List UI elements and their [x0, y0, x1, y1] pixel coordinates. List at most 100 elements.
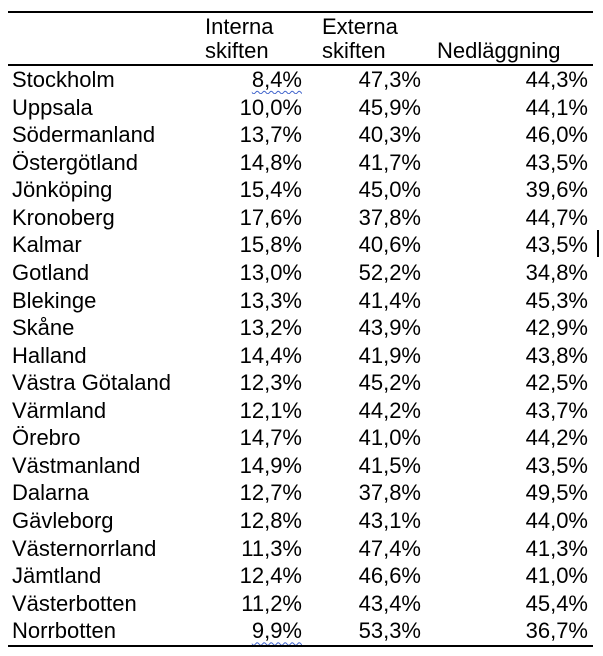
table-row: Örebro 14,7% 41,0% 44,2% [8, 424, 593, 452]
region-name-cell: Uppsala [12, 94, 93, 120]
region-name-cell: Västra Götaland [12, 370, 171, 396]
region-name-cell: Östergötland [12, 149, 138, 175]
region-name-cell: Skåne [12, 315, 75, 341]
region-name-cell: Kalmar [12, 232, 82, 258]
header-region [8, 12, 204, 66]
region-name-cell: Örebro [12, 425, 81, 451]
table-row: Dalarna 12,7% 37,8% 49,5% [8, 479, 593, 507]
header-nedlaggning: Nedläggning [422, 12, 593, 66]
region-name-cell: Norrbotten [12, 618, 116, 644]
table-row: Norrbotten 9,9% 53,3% 36,7% [8, 617, 593, 646]
region-name-cell: Västerbotten [12, 590, 137, 616]
nedlaggning-cell: 43,7% [525, 397, 588, 423]
table-row: Skåne 13,2% 43,9% 42,9% [8, 314, 593, 342]
externa-skiften-cell: 41,9% [358, 342, 421, 368]
externa-skiften-cell: 53,3% [358, 618, 421, 644]
interna-skiften-cell: 13,0% [239, 259, 302, 285]
nedlaggning-cell: 42,5% [525, 370, 588, 396]
externa-skiften-cell: 45,9% [358, 94, 421, 120]
interna-skiften-cell: 14,7% [239, 425, 302, 451]
nedlaggning-cell: 44,1% [525, 94, 588, 120]
table-row: Kalmar 15,8% 40,6% 43,5% [8, 231, 593, 259]
region-name-cell: Värmland [12, 397, 107, 423]
externa-skiften-cell: 52,2% [358, 259, 421, 285]
externa-skiften-cell: 40,3% [358, 122, 421, 148]
interna-skiften-cell: 11,2% [241, 590, 302, 616]
externa-skiften-cell: 43,1% [358, 508, 421, 533]
interna-skiften-cell: 12,7% [239, 480, 302, 506]
table-row: Gävleborg 12,8% 43,1% 44,0% [8, 507, 593, 535]
region-name-cell: Gotland [12, 259, 90, 285]
table-row: Västerbotten 11,2% 43,4% 45,4% [8, 590, 593, 618]
table-row: Kronoberg 17,6% 37,8% 44,7% [8, 204, 593, 232]
externa-skiften-cell: 46,6% [358, 563, 421, 589]
nedlaggning-cell: 43,5% [525, 232, 588, 258]
table-row: Stockholm 8,4% 47,3% 44,3% [8, 65, 593, 94]
interna-skiften-cell: 11,3% [241, 535, 302, 561]
nedlaggning-cell: 45,4% [525, 590, 588, 616]
region-name-cell: Västernorrland [12, 535, 157, 561]
header-row: Interna skiften Externa skiften Nedläggn… [8, 12, 593, 66]
nedlaggning-cell: 45,3% [525, 287, 588, 313]
externa-skiften-cell: 40,6% [358, 232, 421, 258]
region-name-cell: Västmanland [12, 452, 141, 478]
externa-skiften-cell: 41,5% [358, 452, 421, 478]
table-row: Jämtland 12,4% 46,6% 41,0% [8, 562, 593, 590]
table-row: Blekinge 13,3% 41,4% 45,3% [8, 287, 593, 315]
table-row: Värmland 12,1% 44,2% 43,7% [8, 397, 593, 425]
table-row: Östergötland 14,8% 41,7% 43,5% [8, 149, 593, 177]
nedlaggning-cell: 34,8% [525, 259, 588, 285]
region-name-cell: Jämtland [12, 563, 102, 589]
externa-skiften-cell: 44,2% [358, 397, 421, 423]
nedlaggning-cell: 43,8% [525, 342, 588, 368]
nedlaggning-cell: 41,0% [525, 563, 588, 589]
interna-skiften-cell: 15,8% [239, 232, 302, 258]
region-name-cell: Kronoberg [12, 204, 115, 230]
header-interna-skiften: Interna skiften [204, 12, 304, 66]
externa-skiften-cell: 41,0% [358, 425, 421, 451]
table-row: Södermanland 13,7% 40,3% 46,0% [8, 121, 593, 149]
nedlaggning-cell: 41,3% [525, 535, 588, 561]
interna-skiften-cell: 10,0% [239, 94, 302, 120]
nedlaggning-cell: 36,7% [525, 618, 588, 644]
interna-skiften-cell: 17,6% [239, 204, 302, 230]
nedlaggning-cell: 44,3% [525, 67, 588, 92]
nedlaggning-cell: 44,7% [525, 204, 588, 230]
region-name-cell: Stockholm [12, 67, 115, 92]
region-name-cell: Södermanland [12, 122, 156, 148]
interna-skiften-cell: 14,4% [239, 342, 302, 368]
regional-statistics-table: Interna skiften Externa skiften Nedläggn… [8, 11, 593, 647]
interna-skiften-cell: 12,1% [239, 397, 302, 423]
interna-skiften-cell: 14,9% [239, 452, 302, 478]
table-body: Stockholm 8,4% 47,3% 44,3% Uppsala 10,0%… [8, 65, 593, 646]
nedlaggning-cell: 46,0% [525, 122, 588, 148]
externa-skiften-cell: 43,9% [358, 315, 421, 341]
table-row: Västra Götaland 12,3% 45,2% 42,5% [8, 369, 593, 397]
table-row: Gotland 13,0% 52,2% 34,8% [8, 259, 593, 287]
externa-skiften-cell: 45,2% [358, 370, 421, 396]
externa-skiften-cell: 47,3% [358, 67, 421, 92]
interna-skiften-cell: 12,4% [239, 563, 302, 589]
nedlaggning-cell: 44,2% [525, 425, 588, 451]
region-name-cell: Halland [12, 342, 87, 368]
table-row: Halland 14,4% 41,9% 43,8% [8, 342, 593, 370]
interna-skiften-cell: 13,3% [239, 287, 302, 313]
interna-skiften-cell: 13,7% [239, 122, 302, 148]
externa-skiften-cell: 41,7% [358, 149, 421, 175]
interna-skiften-cell: 14,8% [239, 149, 302, 175]
region-name-cell: Dalarna [12, 480, 90, 506]
region-name-cell: Gävleborg [12, 508, 114, 533]
table-row: Uppsala 10,0% 45,9% 44,1% [8, 94, 593, 122]
interna-skiften-cell: 13,2% [239, 315, 302, 341]
interna-skiften-cell: 15,4% [239, 177, 302, 203]
interna-skiften-cell: 12,3% [239, 370, 302, 396]
interna-skiften-cell: 8,4% [251, 67, 302, 92]
nedlaggning-cell: 42,9% [525, 315, 588, 341]
table-row: Västernorrland 11,3% 47,4% 41,3% [8, 535, 593, 563]
externa-skiften-cell: 37,8% [358, 204, 421, 230]
interna-skiften-cell: 12,8% [239, 508, 302, 533]
externa-skiften-cell: 45,0% [358, 177, 421, 203]
externa-skiften-cell: 41,4% [358, 287, 421, 313]
nedlaggning-cell: 43,5% [525, 452, 588, 478]
nedlaggning-cell: 39,6% [525, 177, 588, 203]
